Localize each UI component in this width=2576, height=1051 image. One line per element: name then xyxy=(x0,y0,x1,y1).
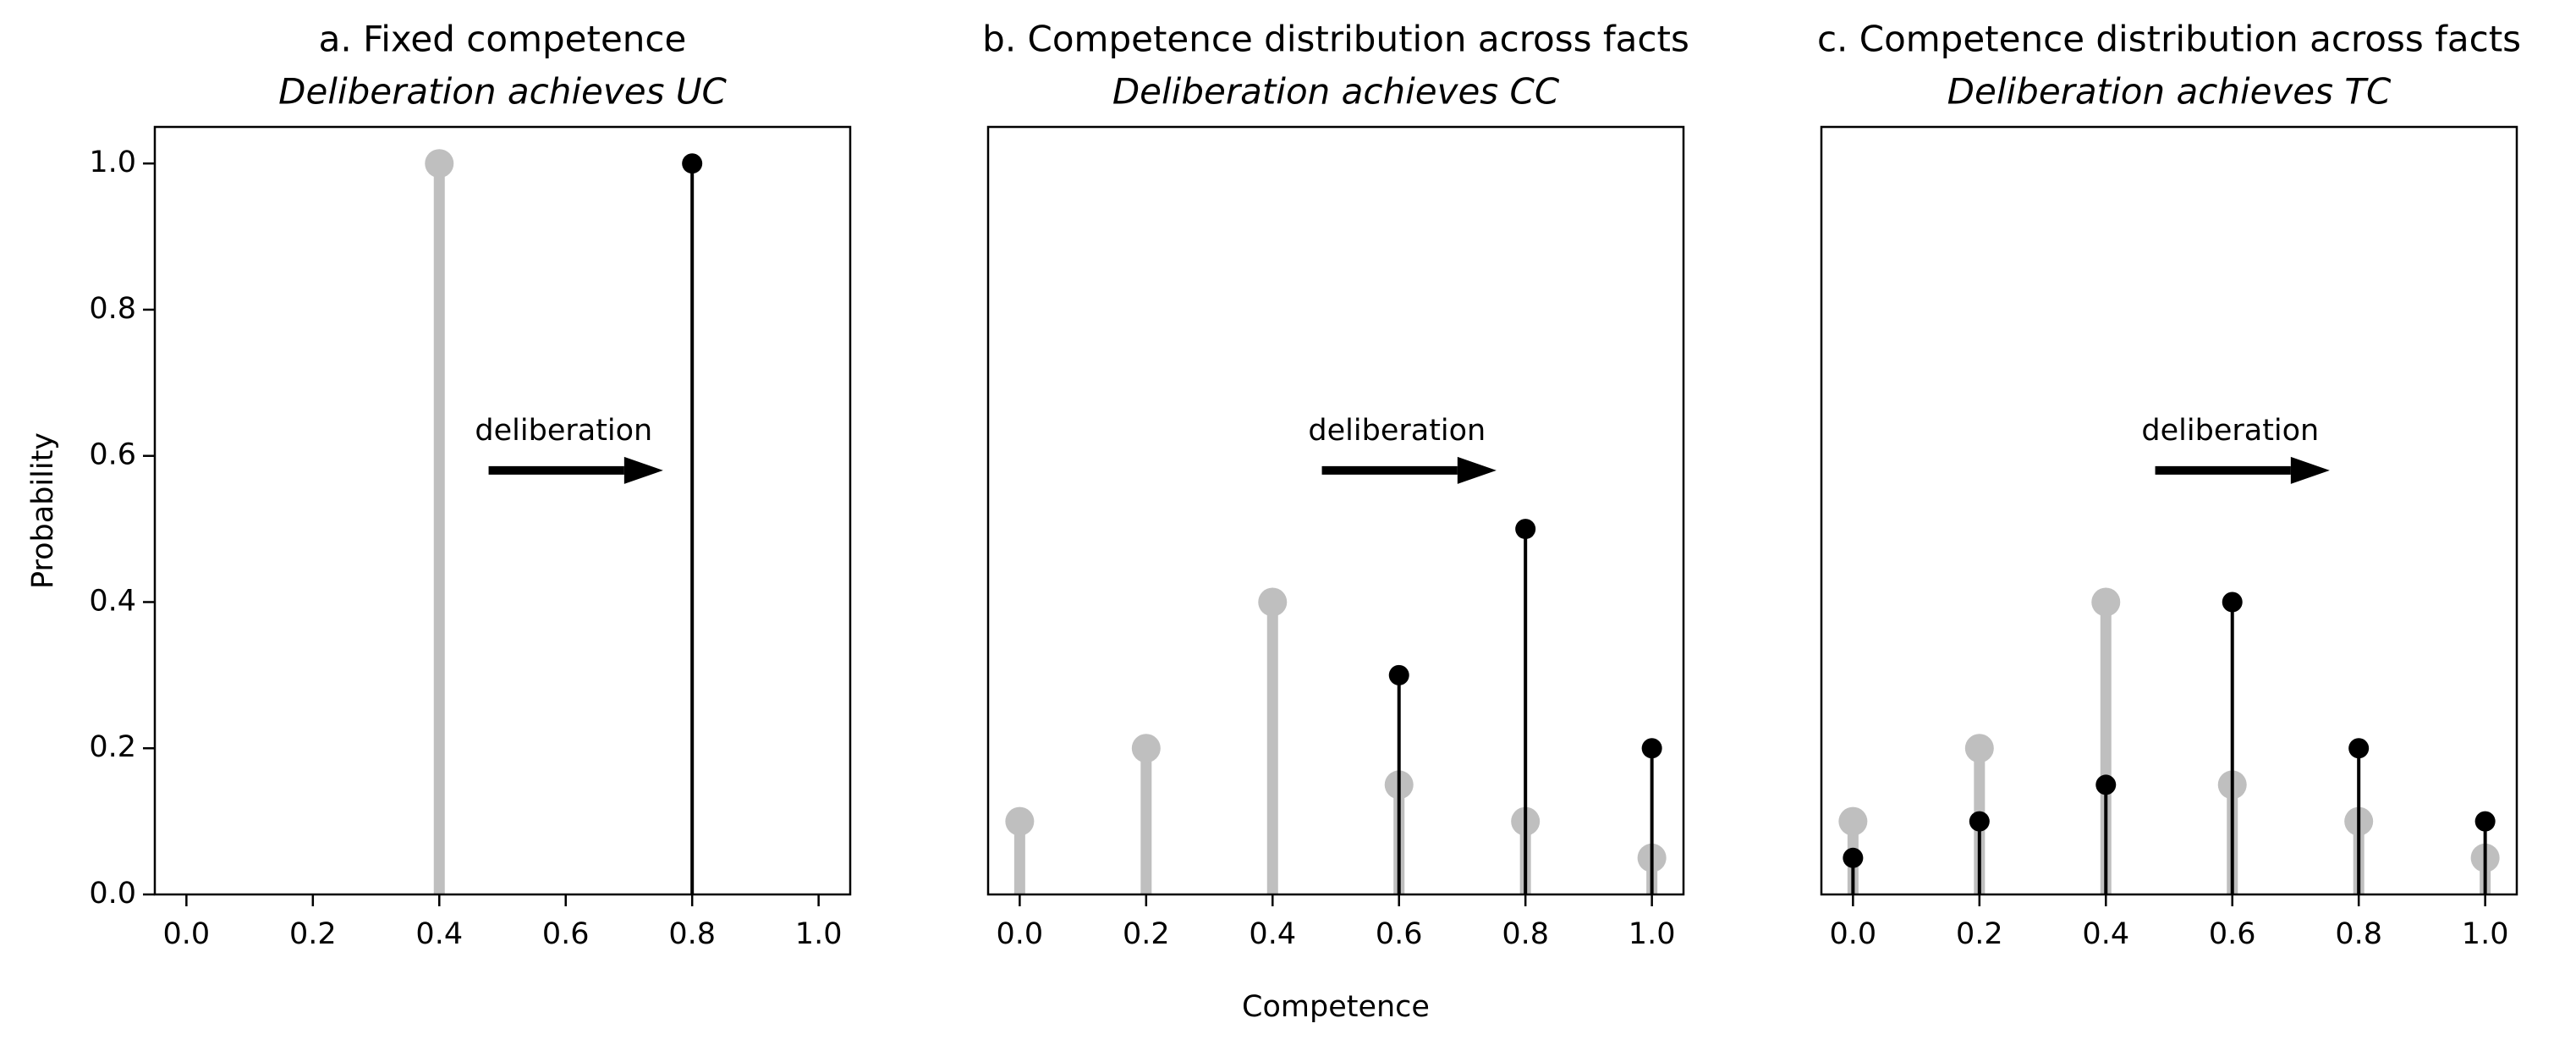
annotation: deliberation xyxy=(1308,414,1486,448)
x-tick-label: 0.0 xyxy=(163,917,211,951)
y-tick-label: 1.0 xyxy=(89,146,136,179)
x-tick-label: 0.2 xyxy=(1956,917,2003,951)
arrow-head xyxy=(2290,456,2330,484)
stem-marker xyxy=(2095,774,2117,795)
axes-frame xyxy=(986,125,1685,896)
x-axis-label: Competence xyxy=(1242,990,1430,1024)
x-tick-label: 1.0 xyxy=(1629,917,1676,951)
stem-marker xyxy=(1388,664,1409,685)
stem-marker xyxy=(2474,811,2496,832)
stem-marker xyxy=(2222,592,2243,613)
arrow-shaft xyxy=(1321,465,1458,475)
stem-marker xyxy=(1843,847,1864,868)
x-tick-label: 0.0 xyxy=(1830,917,1877,951)
arrow-shaft xyxy=(2155,465,2291,475)
x-tick-label: 0.6 xyxy=(2209,917,2256,951)
stem-marker xyxy=(1641,738,1662,759)
x-tick-label: 0.0 xyxy=(997,917,1044,951)
chart-subtitle: Deliberation achieves UC xyxy=(278,71,727,113)
x-tick-label: 1.0 xyxy=(795,917,843,951)
annotation: deliberation xyxy=(475,414,652,448)
annotation: deliberation xyxy=(2141,414,2319,448)
y-tick-label: 0.2 xyxy=(89,730,136,764)
axes-frame xyxy=(1820,125,2518,896)
y-tick-label: 0.0 xyxy=(89,877,136,911)
x-tick-label: 0.8 xyxy=(668,917,716,951)
x-tick-label: 0.6 xyxy=(1376,917,1423,951)
y-tick-label: 0.8 xyxy=(89,292,136,326)
y-tick-label: 0.6 xyxy=(89,438,136,472)
arrow-head xyxy=(1457,456,1497,484)
x-tick-label: 0.2 xyxy=(1123,917,1170,951)
chart-title: c. Competence distribution across facts xyxy=(1817,19,2521,60)
arrow-shaft xyxy=(488,465,624,475)
chart-subtitle: Deliberation achieves CC xyxy=(1112,71,1560,113)
x-tick-label: 0.2 xyxy=(289,917,337,951)
stem-marker xyxy=(1131,734,1161,763)
stem-marker xyxy=(682,153,703,174)
stem-marker xyxy=(2091,587,2121,617)
x-tick-label: 0.8 xyxy=(1502,917,1549,951)
stem-marker xyxy=(1515,519,1536,540)
stem-marker xyxy=(1838,806,1868,836)
chart-title: b. Competence distribution across facts xyxy=(982,19,1689,60)
y-tick-label: 0.4 xyxy=(89,584,136,618)
arrow-head xyxy=(623,456,663,484)
x-tick-label: 0.6 xyxy=(542,917,590,951)
y-axis-label: Probability xyxy=(26,432,60,589)
axes-frame xyxy=(153,125,852,896)
stem-marker xyxy=(1969,811,1990,832)
chart-subtitle: Deliberation achieves TC xyxy=(1947,71,2392,113)
stem-marker xyxy=(1964,734,1994,763)
stem-marker xyxy=(1258,587,1288,617)
stem-marker xyxy=(425,149,454,179)
x-tick-label: 0.4 xyxy=(2082,917,2129,951)
stem-marker xyxy=(2348,738,2370,759)
x-tick-label: 0.4 xyxy=(415,917,463,951)
chart-title: a. Fixed competence xyxy=(319,19,687,60)
x-tick-label: 0.8 xyxy=(2335,917,2382,951)
stem-marker xyxy=(1005,806,1035,836)
x-tick-label: 1.0 xyxy=(2462,917,2509,951)
x-tick-label: 0.4 xyxy=(1249,917,1296,951)
